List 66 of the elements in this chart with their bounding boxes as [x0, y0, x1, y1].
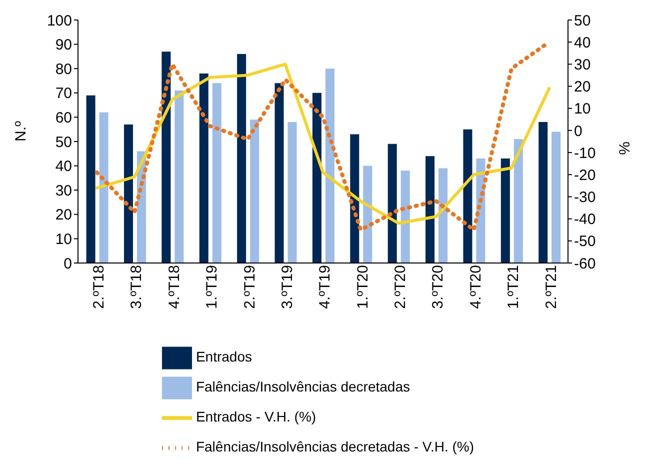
y2-tick-label: -10 — [574, 144, 596, 162]
bar — [237, 54, 246, 263]
y-tick-label: 40 — [55, 158, 72, 176]
bar — [312, 92, 322, 263]
bar — [325, 68, 334, 263]
x-tick-label: 3.ºT18 — [128, 265, 146, 309]
x-tick-label: 1.ºT19 — [204, 265, 221, 309]
y-tick-label: 90 — [55, 36, 72, 54]
y-tick-label: 50 — [55, 134, 72, 151]
bar — [400, 170, 410, 263]
bar — [388, 144, 397, 263]
y-tick-label: 10 — [55, 231, 72, 248]
y2-tick-label: 0 — [574, 122, 582, 140]
bar — [288, 122, 297, 263]
y2-tick-label: 40 — [574, 34, 591, 52]
y2-tick-label: -20 — [574, 166, 596, 184]
legend-label: Entrados — [196, 348, 252, 365]
x-tick-label: 2.ºT19 — [241, 265, 258, 309]
y-axis-title: N.º — [12, 120, 30, 142]
bar — [514, 139, 523, 263]
bar — [99, 112, 108, 263]
bar — [538, 122, 548, 263]
y-tick-label: 80 — [55, 60, 72, 78]
y2-tick-label: 20 — [574, 78, 591, 96]
x-tick-label: 2.ºT20 — [392, 265, 410, 309]
bar — [274, 83, 284, 263]
x-tick-label: 2.ºT21 — [542, 265, 560, 309]
x-tick-label: 4.ºT20 — [467, 265, 484, 309]
bar — [552, 132, 561, 263]
y2-tick-label: 30 — [574, 56, 591, 74]
y2-tick-label: -50 — [574, 233, 596, 250]
bar — [162, 52, 171, 263]
y2-tick-label: -30 — [574, 189, 596, 206]
bar — [86, 95, 96, 263]
bar — [363, 166, 372, 263]
y-tick-label: 70 — [55, 85, 72, 102]
x-tick-label: 3.ºT19 — [278, 265, 296, 309]
bar — [250, 120, 260, 263]
y-tick-label: 0 — [64, 255, 72, 272]
y2-tick-label: -40 — [574, 211, 596, 228]
bar — [124, 124, 133, 263]
y2-tick-label: 10 — [574, 100, 591, 118]
bar — [500, 158, 510, 263]
legend-label: Entrados - V.H. (%) — [196, 408, 316, 425]
y-tick-label: 20 — [55, 206, 72, 224]
bar — [438, 168, 448, 263]
bar — [199, 73, 208, 263]
bar — [426, 156, 435, 263]
x-tick-label: 2.ºT18 — [90, 265, 108, 309]
y2-axis-title: % — [616, 142, 634, 155]
y-tick-label: 100 — [46, 12, 72, 30]
y2-tick-label: 50 — [574, 12, 591, 30]
x-tick-label: 4.ºT19 — [316, 265, 334, 309]
x-tick-label: 3.ºT20 — [430, 265, 447, 309]
x-tick-label: 1.ºT21 — [505, 265, 522, 309]
legend-label: Falências/Insolvências decretadas — [196, 378, 410, 395]
y2-tick-label: -60 — [574, 255, 596, 272]
x-tick-label: 1.ºT20 — [354, 265, 372, 309]
bar — [174, 90, 184, 263]
bar — [212, 83, 222, 263]
y-tick-label: 30 — [55, 182, 72, 200]
line-series — [95, 62, 551, 225]
y-tick-label: 60 — [55, 110, 72, 127]
legend-label: Falências/Insolvências decretadas - V.H. (%) — [196, 438, 474, 455]
x-tick-label: 4.ºT18 — [166, 265, 183, 309]
bar — [463, 129, 472, 263]
